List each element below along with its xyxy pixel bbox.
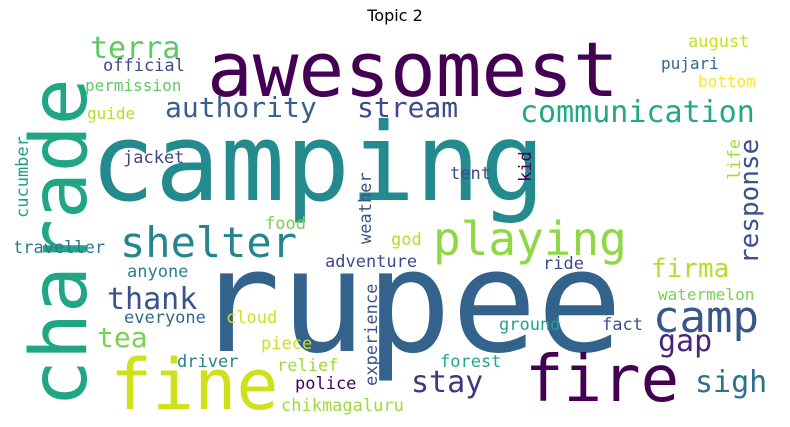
word-forest: forest (440, 352, 502, 372)
word-relief: relief (277, 356, 339, 376)
word-god: god (391, 230, 422, 250)
word-adventure: adventure (325, 252, 418, 272)
word-terra: terra (90, 32, 181, 66)
word-stream: stream (357, 91, 459, 124)
word-permission: permission (85, 76, 182, 95)
chart-title: Topic 2 (367, 6, 423, 25)
word-cloud: cloud (226, 308, 278, 328)
word-jacket: jacket (123, 148, 185, 168)
word-camp: camp (653, 292, 759, 343)
word-ride: ride (543, 254, 584, 274)
word-shelter: shelter (120, 218, 298, 267)
word-food: food (265, 214, 306, 234)
word-ground: ground (499, 315, 561, 335)
word-gap: gap (658, 324, 713, 359)
word-stay: stay (411, 365, 484, 400)
word-watermelon: watermelon (658, 285, 755, 304)
word-driver: driver (177, 352, 239, 372)
word-bottom: bottom (698, 72, 756, 91)
word-communication: communication (520, 95, 755, 130)
word-fact: fact (602, 315, 643, 335)
word-traveller: traveller (15, 238, 106, 258)
word-chikmagaluru: chikmagaluru (281, 396, 404, 416)
word-rupee: rupee (195, 220, 623, 385)
word-life: life (725, 139, 745, 180)
word-tent: tent (450, 164, 491, 184)
word-august: august (688, 32, 750, 52)
word-awesomest: awesomest (207, 32, 619, 114)
word-everyone: everyone (124, 308, 206, 328)
word-cloud: camping rupee awesomest charade fine fir… (15, 32, 775, 422)
word-piece: piece (261, 334, 313, 354)
word-kid: kid (516, 151, 536, 182)
word-experience: experience (362, 283, 382, 386)
word-anyone: anyone (127, 262, 189, 282)
word-weather: weather (356, 172, 376, 244)
word-authority: authority (165, 91, 317, 124)
word-playing: playing (433, 212, 627, 266)
word-cucumber: cucumber (15, 136, 33, 218)
word-fire: fire (525, 343, 680, 417)
word-official: official (103, 56, 185, 76)
word-thank: thank (107, 282, 198, 317)
word-fine: fine (110, 344, 279, 422)
word-tea: tea (97, 321, 148, 354)
word-firma: firma (651, 254, 730, 284)
word-police: police (295, 374, 357, 394)
word-camping: camping (90, 101, 546, 226)
word-guide: guide (87, 104, 136, 123)
word-pujari: pujari (661, 54, 719, 73)
word-sigh: sigh (695, 365, 768, 400)
